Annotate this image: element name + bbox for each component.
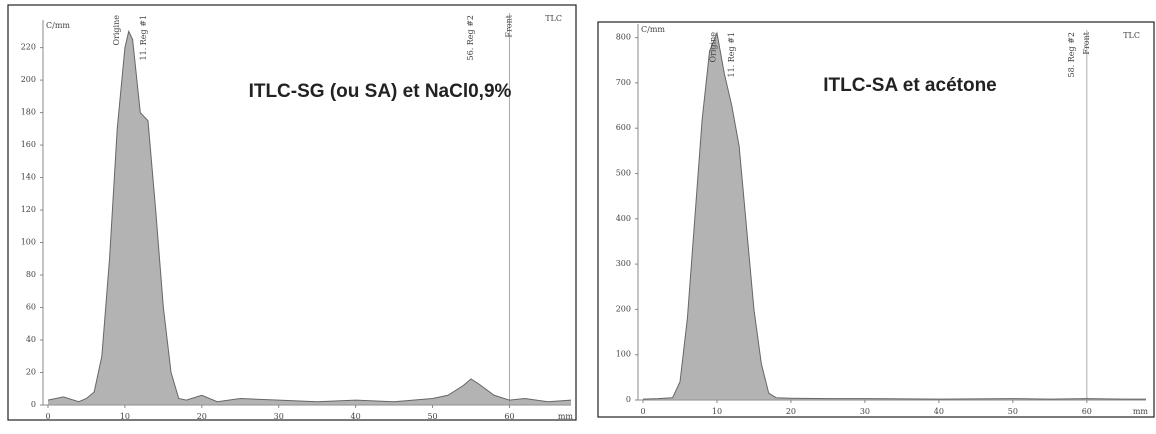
y-tick-label: 0 — [626, 395, 631, 404]
chart: 0 20 40 60 80 100 120 140 160 180 200 220 0 10 20 30 40 5… — [7, 4, 577, 421]
frame — [7, 4, 577, 421]
area-fill — [643, 33, 1146, 400]
frame — [597, 21, 1155, 418]
x-tick-label: 30 — [274, 412, 284, 421]
y-tick-label: 200 — [616, 304, 631, 313]
trace-line — [642, 31, 1146, 400]
y-tick-label: 60 — [26, 303, 36, 312]
annotation: Front — [1082, 31, 1091, 54]
annotation: Front — [504, 14, 513, 37]
y-tick-label: 400 — [616, 214, 631, 223]
x-tick-label: 10 — [712, 407, 722, 416]
annotation: Origine — [708, 32, 717, 63]
y-tick-label: 600 — [616, 123, 631, 132]
x-tick-label: 0 — [640, 407, 645, 416]
x-tick-label: 60 — [1082, 407, 1092, 416]
annotation: 11. Reg #1 — [727, 32, 736, 77]
y-tick-label: 100 — [21, 238, 36, 247]
y-tick-label: 80 — [26, 270, 36, 279]
y-tick-label: 200 — [21, 75, 36, 84]
y-tick-label: 800 — [616, 33, 631, 42]
x-tick-label: 40 — [934, 407, 944, 416]
trace-line — [47, 29, 572, 403]
x-tick-label: 60 — [504, 412, 514, 421]
corner-label: TLC — [545, 14, 562, 23]
x-tick-label: 20 — [786, 407, 796, 416]
y-axis-label: C/mm — [46, 21, 70, 30]
y-axis-label: C/mm — [641, 25, 665, 34]
chart-title: ITLC-SG (ou SA) et NaCl0,9% — [249, 81, 512, 102]
y-tick-label: 120 — [21, 205, 36, 214]
annotation: 11. Reg #1 — [139, 15, 148, 60]
y-tick-label: 160 — [21, 140, 36, 149]
area-fill — [48, 31, 571, 405]
y-tick-label: 20 — [26, 368, 36, 377]
x-tick-label: 50 — [1008, 407, 1018, 416]
chart: 0 100 200 300 400 500 600 700 800 0 10 20 30 40 50 60 C/… — [597, 21, 1155, 418]
y-tick-label: 180 — [21, 108, 36, 117]
y-tick-label: 300 — [616, 259, 631, 268]
y-tick-label: 220 — [21, 43, 36, 52]
corner-label: TLC — [1123, 31, 1140, 40]
annotation: Origine — [112, 15, 121, 46]
x-tick-label: 40 — [351, 412, 361, 421]
x-tick-label: 0 — [45, 412, 50, 421]
annotation: 58. Reg #2 — [1067, 32, 1076, 77]
x-tick-label: 10 — [120, 412, 130, 421]
x-tick-label: 50 — [427, 412, 437, 421]
x-tick-label: 20 — [197, 412, 207, 421]
y-tick-label: 100 — [616, 350, 631, 359]
y-tick-label: 700 — [616, 78, 631, 87]
x-axis-label: mm — [558, 412, 574, 421]
y-tick-label: 0 — [31, 400, 36, 409]
y-tick-label: 140 — [21, 173, 36, 182]
x-tick-label: 30 — [860, 407, 870, 416]
annotation: 56. Reg #2 — [466, 15, 475, 60]
chart-title: ITLC-SA et acétone — [823, 75, 997, 96]
y-tick-label: 40 — [26, 335, 36, 344]
y-tick-label: 500 — [616, 168, 631, 177]
x-axis-label: mm — [1133, 407, 1149, 416]
